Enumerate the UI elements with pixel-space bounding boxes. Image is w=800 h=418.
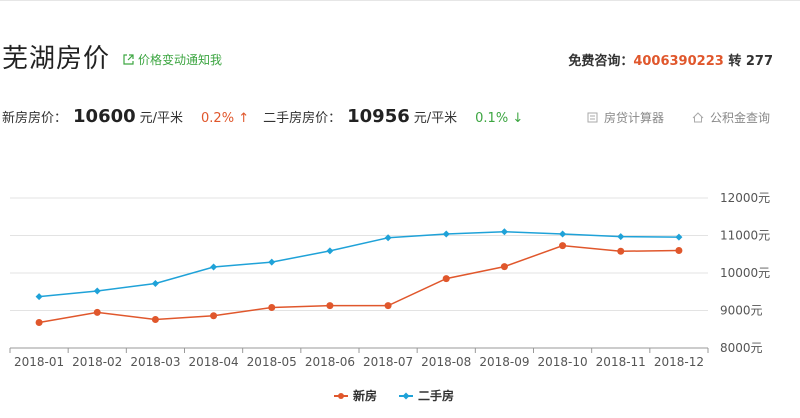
x-tick-label: 2018-10 [538,355,588,369]
legend-item-second[interactable]: 二手房 [399,387,454,404]
x-tick-label: 2018-05 [247,355,297,369]
x-tick-label: 2018-06 [305,355,355,369]
price-change-notify-link[interactable]: 价格变动通知我 [123,51,222,68]
data-point-second [675,233,683,241]
x-tick-label: 2018-03 [130,355,180,369]
x-tick-label: 2018-09 [479,355,529,369]
data-point-second [617,233,625,241]
hotline: 免费咨询：4006390223 转 277 [568,50,773,69]
series-line-second [39,230,679,298]
second-price-change: 0.1% ↓ [475,111,523,126]
data-point-new [268,304,276,311]
data-point-second [210,263,218,271]
data-point-new [210,312,218,320]
legend-item-new[interactable]: 新房 [334,387,377,404]
data-point-new [35,319,43,326]
second-price-label: 二手房房价： [263,111,342,126]
tool-links: 房贷计算器 公积金查询 [587,109,770,126]
data-point-new [326,302,334,310]
data-point-new [617,247,625,255]
arrow-up-icon: ↑ [238,111,250,126]
data-point-second [442,230,450,238]
y-tick-label: 8000元 [720,341,763,355]
data-point-new [384,302,392,310]
new-price-unit: 元/平米 [139,111,184,126]
second-change-value: 0.1% [475,111,509,126]
legend-label-new: 新房 [353,389,378,403]
arrow-down-icon: ↓ [512,111,524,126]
page-title: 芜湖房价 [2,44,111,74]
y-tick-label: 11000元 [720,229,770,243]
fund-label: 公积金查询 [709,111,770,125]
calculator-icon [587,112,598,123]
mortgage-calculator-link[interactable]: 房贷计算器 [587,109,664,126]
calculator-label: 房贷计算器 [603,111,664,125]
chart-legend: 新房 二手房 [334,387,454,404]
hotline-number: 4006390223 [633,54,724,69]
data-point-second [268,258,276,266]
price-summary: 新房房价： 10600 元/平米 0.2% ↑ 二手房房价： 10956 元/平… [2,106,523,127]
data-point-second [326,247,334,255]
x-tick-label: 2018-02 [72,355,122,369]
second-price-unit: 元/平米 [413,111,458,126]
x-tick-label: 2018-11 [596,355,646,369]
notify-label: 价格变动通知我 [138,53,223,67]
series-line-new [38,244,679,324]
data-point-second [500,228,508,236]
data-point-new [500,263,508,271]
y-tick-label: 10000元 [720,266,770,280]
data-point-new [151,316,159,323]
new-price-label: 新房房价： [2,111,68,126]
data-point-new [93,308,101,316]
x-tick-label: 2018-01 [14,355,64,369]
data-point-new [442,275,450,283]
house-icon [692,112,704,123]
x-tick-label: 2018-04 [189,355,239,369]
legend-label-second: 二手房 [418,389,455,403]
x-tick-label: 2018-07 [363,355,413,369]
data-point-new [559,242,567,250]
data-point-second [93,287,101,295]
new-change-value: 0.2% [201,111,235,126]
data-point-new [675,247,683,254]
housing-fund-link[interactable]: 公积金查询 [692,109,770,126]
external-link-icon [123,54,134,65]
data-point-second [384,234,392,242]
hotline-label: 免费咨询： [568,54,634,69]
second-price-value: 10956 [347,106,410,127]
data-point-second [35,293,43,301]
price-trend-chart: 2018-01 2018-02 2018-03 2018-04 2018-05 2018-… [9,191,770,369]
y-tick-label: 9000元 [720,304,763,318]
new-price-change: 0.2% ↑ [201,111,249,126]
data-point-second [559,230,567,238]
data-point-second [151,280,159,287]
x-tick-label: 2018-12 [654,355,704,369]
y-tick-label: 12000元 [720,191,770,205]
top-divider [0,0,800,1]
x-tick-label: 2018-08 [421,355,471,369]
hotline-ext: 转 277 [728,54,773,69]
new-price-value: 10600 [73,106,136,127]
